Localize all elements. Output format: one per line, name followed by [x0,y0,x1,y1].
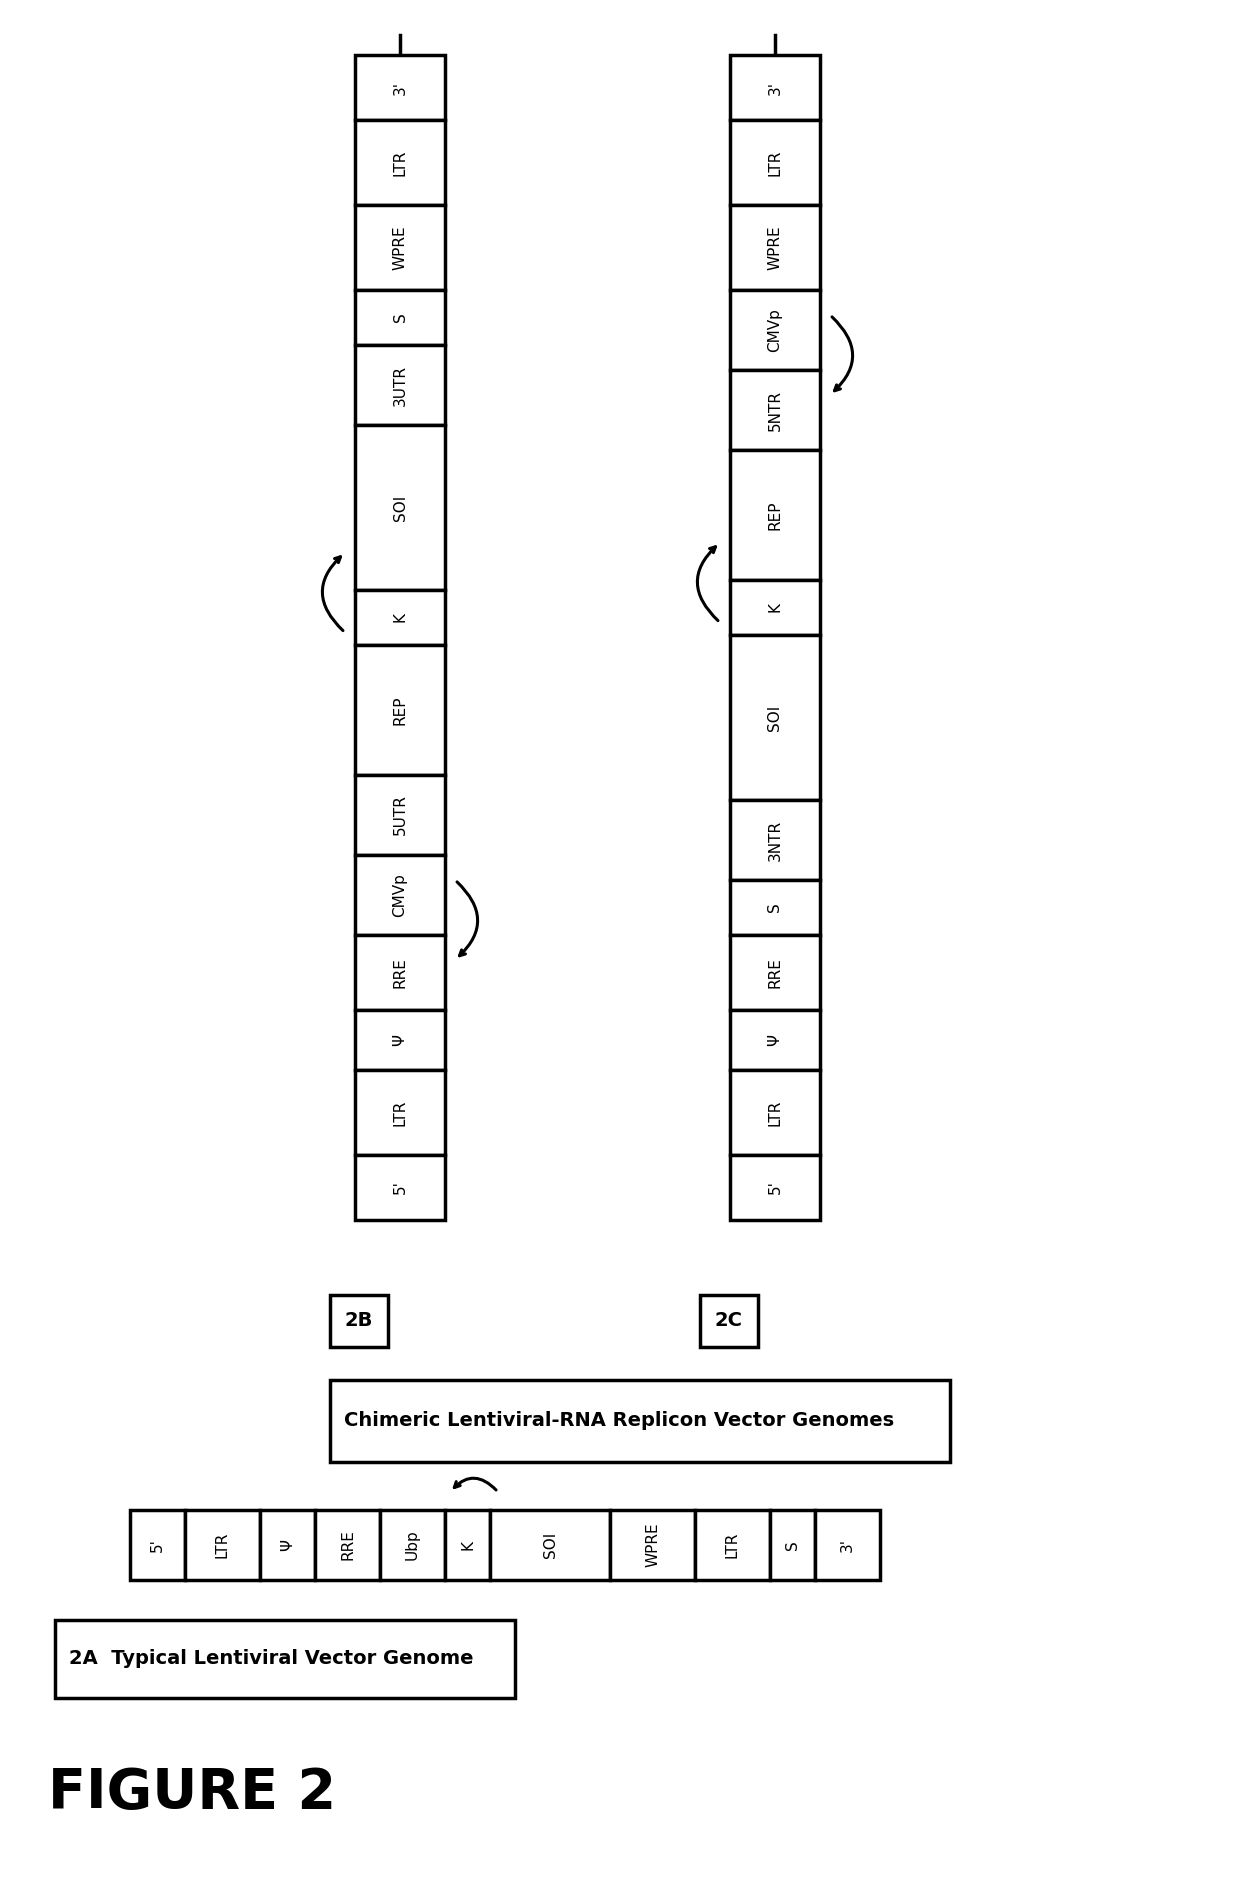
Text: SOI: SOI [543,1531,558,1558]
Text: LTR: LTR [768,148,782,177]
FancyBboxPatch shape [355,1069,445,1156]
FancyBboxPatch shape [490,1511,610,1580]
FancyBboxPatch shape [355,590,445,644]
Text: LTR: LTR [215,1531,229,1558]
FancyBboxPatch shape [355,425,445,590]
FancyBboxPatch shape [730,1069,820,1156]
Text: LTR: LTR [725,1531,740,1558]
Text: LTR: LTR [768,1099,782,1126]
Text: 3': 3' [768,81,782,94]
Text: RRE: RRE [393,956,408,988]
FancyBboxPatch shape [355,936,445,1011]
FancyBboxPatch shape [730,54,820,120]
FancyBboxPatch shape [355,1156,445,1219]
Text: REP: REP [393,695,408,725]
FancyBboxPatch shape [355,120,445,205]
FancyBboxPatch shape [730,1156,820,1219]
FancyBboxPatch shape [55,1620,515,1699]
Text: K: K [768,603,782,613]
FancyBboxPatch shape [730,205,820,289]
Text: Ψ: Ψ [768,1033,782,1047]
FancyBboxPatch shape [730,581,820,635]
Text: 2B: 2B [345,1312,373,1330]
FancyBboxPatch shape [330,1379,950,1462]
Text: Ψ: Ψ [280,1539,295,1550]
Text: S: S [768,902,782,913]
Text: CMVp: CMVp [768,308,782,351]
Text: Ubp: Ubp [405,1530,420,1560]
FancyBboxPatch shape [730,1011,820,1069]
Text: LTR: LTR [393,148,408,177]
Text: RRE: RRE [768,956,782,988]
FancyBboxPatch shape [355,644,445,774]
FancyBboxPatch shape [445,1511,490,1580]
FancyBboxPatch shape [730,449,820,581]
FancyBboxPatch shape [730,370,820,449]
FancyBboxPatch shape [355,54,445,120]
FancyBboxPatch shape [355,774,445,855]
Text: WPRE: WPRE [645,1522,660,1567]
FancyBboxPatch shape [355,1011,445,1069]
FancyBboxPatch shape [730,879,820,936]
FancyBboxPatch shape [815,1511,880,1580]
FancyBboxPatch shape [730,289,820,370]
FancyBboxPatch shape [730,120,820,205]
Text: 5': 5' [768,1180,782,1195]
FancyBboxPatch shape [379,1511,445,1580]
FancyBboxPatch shape [610,1511,694,1580]
Text: S: S [785,1541,800,1550]
Text: 3NTR: 3NTR [768,819,782,861]
FancyBboxPatch shape [355,205,445,289]
FancyBboxPatch shape [730,936,820,1011]
Text: S: S [393,312,408,323]
FancyBboxPatch shape [694,1511,770,1580]
FancyBboxPatch shape [130,1511,185,1580]
Text: 5': 5' [150,1539,165,1552]
Text: K: K [393,613,408,622]
Text: RRE: RRE [340,1530,355,1560]
Text: Ψ: Ψ [393,1033,408,1047]
Text: K: K [460,1541,475,1550]
FancyBboxPatch shape [730,635,820,800]
Text: 3': 3' [393,81,408,94]
Text: 5UTR: 5UTR [393,795,408,836]
Text: SOI: SOI [768,705,782,731]
Text: 3UTR: 3UTR [393,365,408,406]
Text: 5': 5' [393,1180,408,1195]
Text: REP: REP [768,500,782,530]
Text: WPRE: WPRE [393,225,408,271]
Text: 3': 3' [839,1539,856,1552]
Text: LTR: LTR [393,1099,408,1126]
Text: SOI: SOI [393,494,408,520]
FancyBboxPatch shape [730,800,820,879]
FancyBboxPatch shape [355,855,445,936]
FancyBboxPatch shape [315,1511,379,1580]
Text: 2A  Typical Lentiviral Vector Genome: 2A Typical Lentiviral Vector Genome [69,1650,474,1669]
FancyBboxPatch shape [260,1511,315,1580]
Text: Chimeric Lentiviral-RNA Replicon Vector Genomes: Chimeric Lentiviral-RNA Replicon Vector … [343,1411,894,1430]
Text: FIGURE 2: FIGURE 2 [48,1766,336,1821]
FancyBboxPatch shape [355,346,445,425]
FancyBboxPatch shape [701,1295,758,1347]
FancyBboxPatch shape [185,1511,260,1580]
Text: 2C: 2C [715,1312,743,1330]
Text: WPRE: WPRE [768,225,782,271]
FancyBboxPatch shape [770,1511,815,1580]
FancyBboxPatch shape [330,1295,388,1347]
FancyBboxPatch shape [355,289,445,346]
Text: CMVp: CMVp [393,874,408,917]
Text: 5NTR: 5NTR [768,389,782,430]
